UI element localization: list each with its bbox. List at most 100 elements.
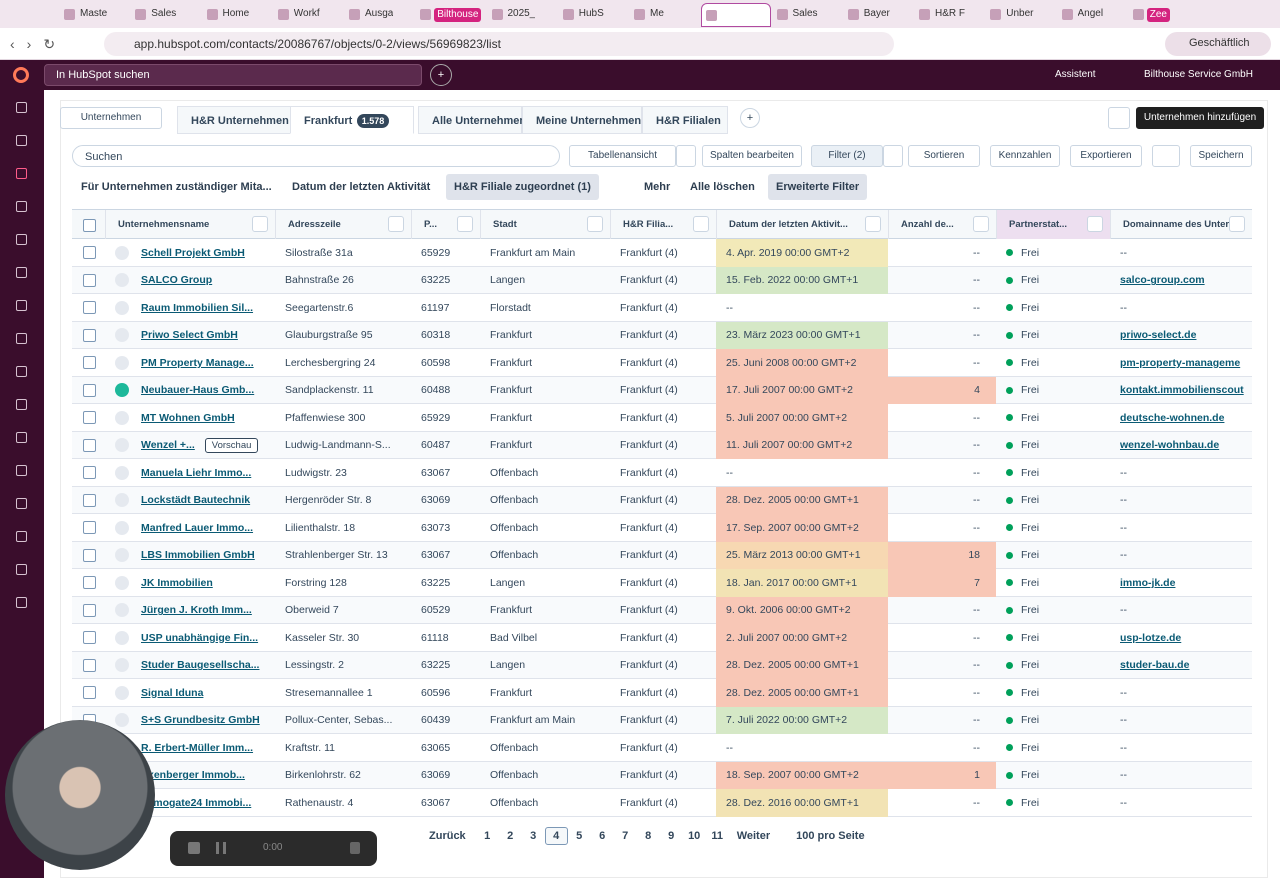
edit-columns[interactable]: Spalten bearbeiten: [702, 145, 802, 167]
row-checkbox[interactable]: [83, 438, 96, 452]
company-name[interactable]: SALCO Group: [141, 274, 213, 287]
nav-icon[interactable]: [16, 564, 27, 575]
column-menu[interactable]: [1229, 216, 1245, 232]
column-header[interactable]: Adresszeile: [275, 210, 411, 239]
browser-tab[interactable]: Me: [630, 3, 699, 27]
company-name[interactable]: Manfred Lauer Immo...: [141, 521, 254, 534]
column-menu[interactable]: [388, 216, 404, 232]
column-menu[interactable]: [457, 216, 473, 232]
nav-icon[interactable]: [16, 168, 27, 179]
domain[interactable]: usp-lotze.de: [1120, 631, 1182, 644]
company-name[interactable]: Studer Baugesellscha...: [141, 659, 260, 672]
row-checkbox[interactable]: [83, 301, 96, 314]
column-header[interactable]: Partnerstat...: [996, 210, 1110, 239]
filter-clear[interactable]: Alle löschen: [690, 181, 755, 193]
table-view[interactable]: Tabellenansicht: [569, 145, 676, 167]
company-name[interactable]: Wenzel +...: [141, 439, 195, 452]
domain[interactable]: deutsche-wohnen.de: [1120, 411, 1225, 424]
browser-tab[interactable]: Unber: [986, 3, 1055, 27]
domain[interactable]: wenzel-wohnbau.de: [1120, 439, 1220, 452]
row-checkbox[interactable]: [83, 328, 96, 342]
metrics-button[interactable]: Kennzahlen: [990, 145, 1060, 167]
company-name[interactable]: MT Wohnen GmbH: [141, 411, 235, 424]
row-checkbox[interactable]: [83, 493, 96, 507]
nav-icon[interactable]: [16, 498, 27, 509]
browser-tab[interactable]: Workf: [274, 3, 343, 27]
search-input[interactable]: Suchen: [72, 145, 560, 167]
nav-icon[interactable]: [16, 102, 27, 113]
column-header[interactable]: Unternehmensname: [105, 210, 275, 239]
page-number[interactable]: 10: [688, 830, 701, 842]
create-button[interactable]: +: [430, 64, 452, 86]
page-number[interactable]: 3: [530, 830, 537, 842]
row-checkbox[interactable]: [83, 383, 96, 397]
object-select[interactable]: Unternehmen: [60, 107, 162, 129]
per-page[interactable]: 100 pro Seite: [796, 830, 865, 842]
nav-icon[interactable]: [16, 531, 27, 542]
domain[interactable]: kontakt.immobilienscout: [1120, 384, 1244, 397]
filter-last-activity[interactable]: Datum der letzten Aktivität: [292, 181, 431, 193]
browser-tab[interactable]: Zee: [1129, 3, 1198, 27]
filter-dropdown[interactable]: [883, 145, 903, 167]
nav-icon[interactable]: [16, 234, 27, 245]
add-company[interactable]: Unternehmen hinzufügen: [1136, 107, 1264, 129]
view-tab[interactable]: Meine Unternehmen: [522, 106, 642, 134]
row-checkbox[interactable]: [83, 603, 96, 617]
column-menu[interactable]: [252, 216, 268, 232]
page-number[interactable]: 11: [711, 830, 723, 842]
nav-icon[interactable]: [16, 135, 27, 146]
profile-button[interactable]: Geschäftlich: [1165, 32, 1271, 56]
domain[interactable]: pm-property-manageme: [1120, 356, 1241, 369]
column-menu[interactable]: [1087, 216, 1103, 232]
nav-icon[interactable]: [16, 267, 27, 278]
url-field[interactable]: app.hubspot.com/contacts/20086767/object…: [104, 32, 894, 56]
company-name[interactable]: Lockstädt Bautechnik: [141, 494, 251, 507]
recorder-pause[interactable]: [216, 842, 226, 854]
company-name[interactable]: LBS Immobilien GmbH: [141, 549, 255, 562]
nav-buttons[interactable]: ‹›↻: [10, 36, 68, 52]
page-number[interactable]: 7: [622, 830, 629, 842]
account[interactable]: Bilthouse Service GmbH: [1144, 69, 1253, 80]
row-checkbox[interactable]: [83, 576, 96, 589]
browser-tab[interactable]: Sales: [773, 3, 842, 27]
company-name[interactable]: R. Erbert-Müller Imm...: [141, 741, 254, 754]
page-number[interactable]: 9: [668, 830, 675, 842]
export-button[interactable]: Exportieren: [1070, 145, 1142, 167]
page-number[interactable]: 6: [599, 830, 606, 842]
page-number[interactable]: 5: [576, 830, 583, 842]
company-name[interactable]: Priwo Select GmbH: [141, 329, 238, 342]
column-menu[interactable]: [865, 216, 881, 232]
save-button[interactable]: Speichern: [1190, 145, 1252, 167]
row-checkbox[interactable]: [83, 466, 96, 479]
column-header[interactable]: Datum der letzten Aktivit...: [716, 210, 888, 239]
browser-tab[interactable]: HubS: [559, 3, 628, 27]
column-header[interactable]: H&R Filia...: [610, 210, 716, 239]
nav-icon[interactable]: [16, 432, 27, 443]
page-number[interactable]: 2: [507, 830, 514, 842]
column-header[interactable]: Anzahl de...: [888, 210, 996, 239]
nav-icon[interactable]: [16, 366, 27, 377]
row-checkbox[interactable]: [83, 631, 96, 644]
select-all[interactable]: [83, 219, 96, 232]
page-number[interactable]: 4: [544, 827, 568, 845]
recorder-delete[interactable]: [350, 842, 360, 854]
row-checkbox[interactable]: [83, 521, 96, 534]
nav-icon[interactable]: [16, 465, 27, 476]
company-name[interactable]: Jürgen J. Kroth Imm...: [141, 604, 252, 617]
company-name[interactable]: JK Immobilien: [141, 576, 213, 589]
nav-icon[interactable]: [16, 333, 27, 344]
browser-tab[interactable]: Bilthouse: [416, 3, 485, 27]
column-header[interactable]: P...: [411, 210, 480, 239]
browser-tab[interactable]: Bayer: [844, 3, 913, 27]
nav-icon[interactable]: [16, 300, 27, 311]
browser-tab[interactable]: 2025_: [488, 3, 557, 27]
nav-icon[interactable]: [16, 201, 27, 212]
sort-button[interactable]: Sortieren: [908, 145, 980, 167]
nav-icon[interactable]: [16, 399, 27, 410]
row-checkbox[interactable]: [83, 356, 96, 369]
view-settings[interactable]: [676, 145, 696, 167]
row-checkbox[interactable]: [83, 273, 96, 287]
company-name[interactable]: Neubauer-Haus Gmb...: [141, 384, 255, 397]
row-checkbox[interactable]: [83, 246, 96, 259]
next-page[interactable]: Weiter: [736, 830, 771, 842]
